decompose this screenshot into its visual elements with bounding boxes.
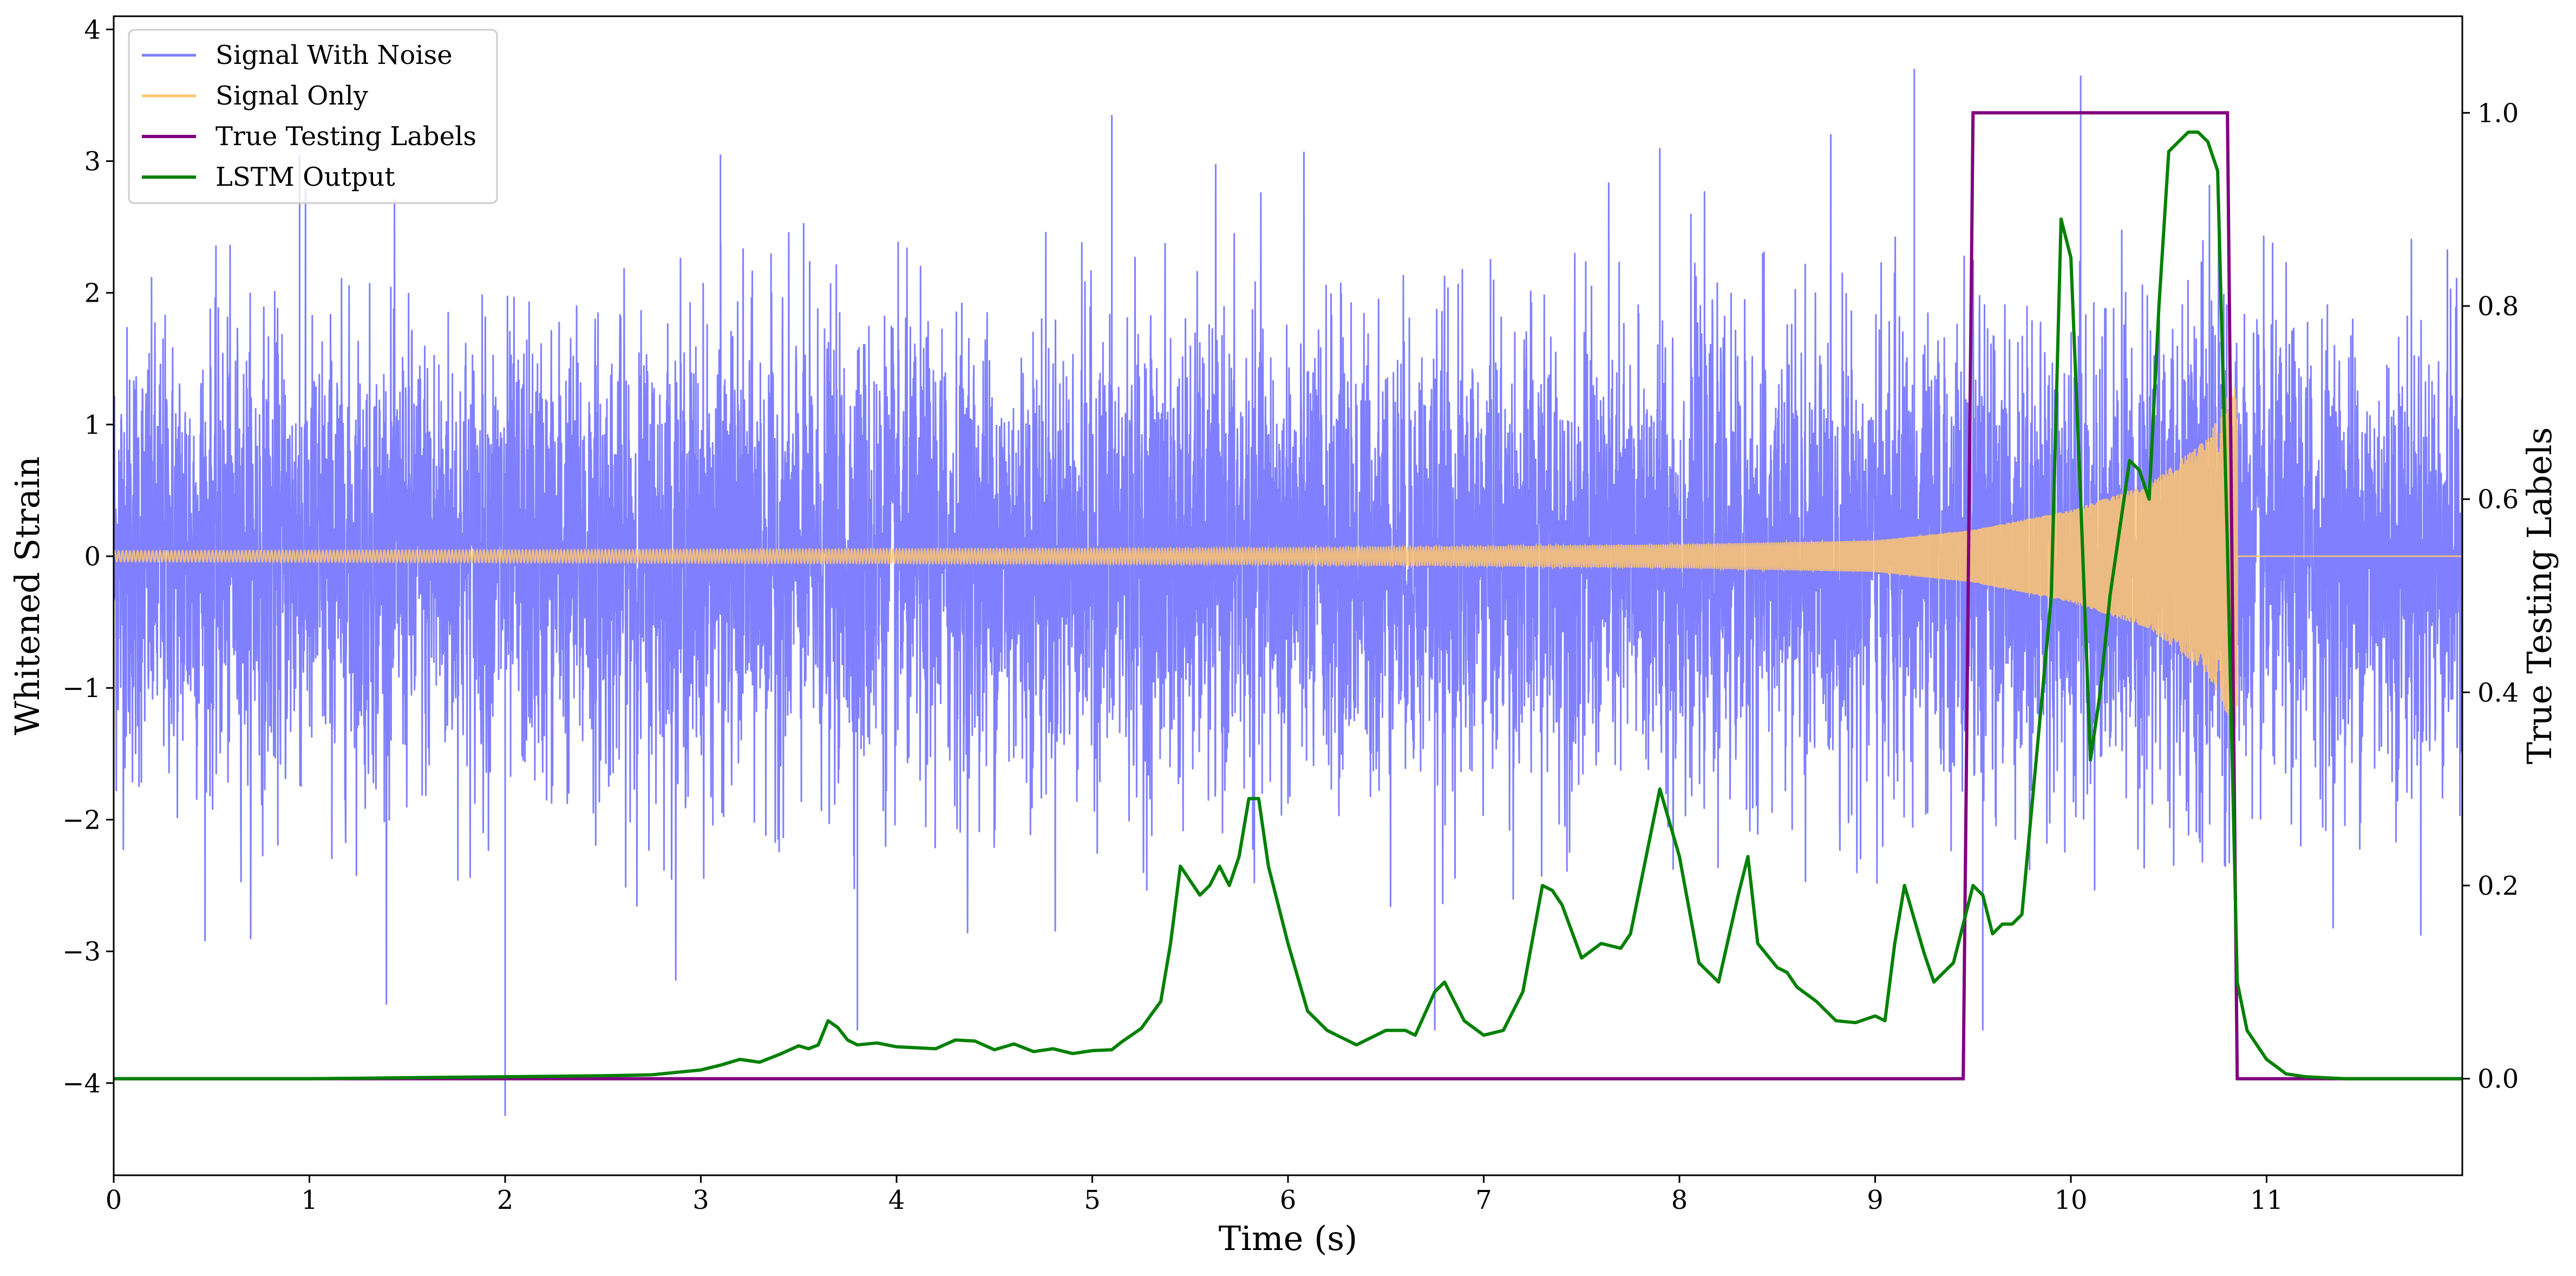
legend: Signal With Noise Signal Only True Testing… <box>128 29 498 204</box>
y2-tick-label: 0.2 <box>2477 871 2519 901</box>
y2-tick-label: 0.8 <box>2477 291 2519 322</box>
x-tick-label: 1 <box>301 1185 318 1215</box>
x-tick-label: 2 <box>497 1185 514 1215</box>
y-tick-label: −3 <box>62 937 101 967</box>
y-tick-label: −4 <box>62 1069 101 1099</box>
legend-label: Signal With Noise <box>215 40 453 70</box>
y-tick-label: 2 <box>84 278 101 309</box>
x-tick-label: 6 <box>1280 1185 1297 1215</box>
legend-box <box>128 29 498 204</box>
x-tick-label: 3 <box>692 1185 709 1215</box>
y-tick-label: −1 <box>62 673 101 704</box>
legend-label: LSTM Output <box>215 162 395 192</box>
legend-label: Signal Only <box>215 81 368 111</box>
y2-tick-label: 0.6 <box>2477 485 2519 515</box>
y2-tick-label: 0.0 <box>2477 1064 2519 1095</box>
x-tick-label: 0 <box>106 1185 122 1215</box>
y-tick-label: 3 <box>84 147 101 177</box>
series-lstm-output-line <box>114 131 2462 1080</box>
x-tick-label: 5 <box>1084 1185 1101 1215</box>
x-tick-label: 7 <box>1475 1185 1492 1215</box>
y2-axis-title: True Testing Labels <box>2520 427 2559 765</box>
y2-tick-label: 0.4 <box>2477 678 2519 708</box>
series-signal-with-noise-line <box>114 69 2462 1116</box>
series-true-testing-labels-line <box>114 111 2462 1080</box>
series-signal-only-line <box>114 387 2462 727</box>
x-tick-label: 10 <box>2054 1185 2087 1215</box>
y-tick-label: 0 <box>84 542 101 572</box>
legend-label: True Testing Labels <box>215 121 476 152</box>
y-tick-label: 4 <box>84 15 101 45</box>
x-axis-title: Time (s) <box>1219 1219 1358 1258</box>
x-tick-label: 9 <box>1867 1185 1884 1215</box>
x-tick-label: 8 <box>1671 1185 1688 1215</box>
x-tick-label: 11 <box>2250 1185 2283 1215</box>
y-tick-label: 1 <box>84 410 101 440</box>
y-tick-label: −2 <box>62 805 101 835</box>
y2-tick-label: 1.0 <box>2477 98 2519 128</box>
y-axis-title: Whitened Strain <box>8 457 47 735</box>
x-tick-label: 4 <box>888 1185 905 1215</box>
